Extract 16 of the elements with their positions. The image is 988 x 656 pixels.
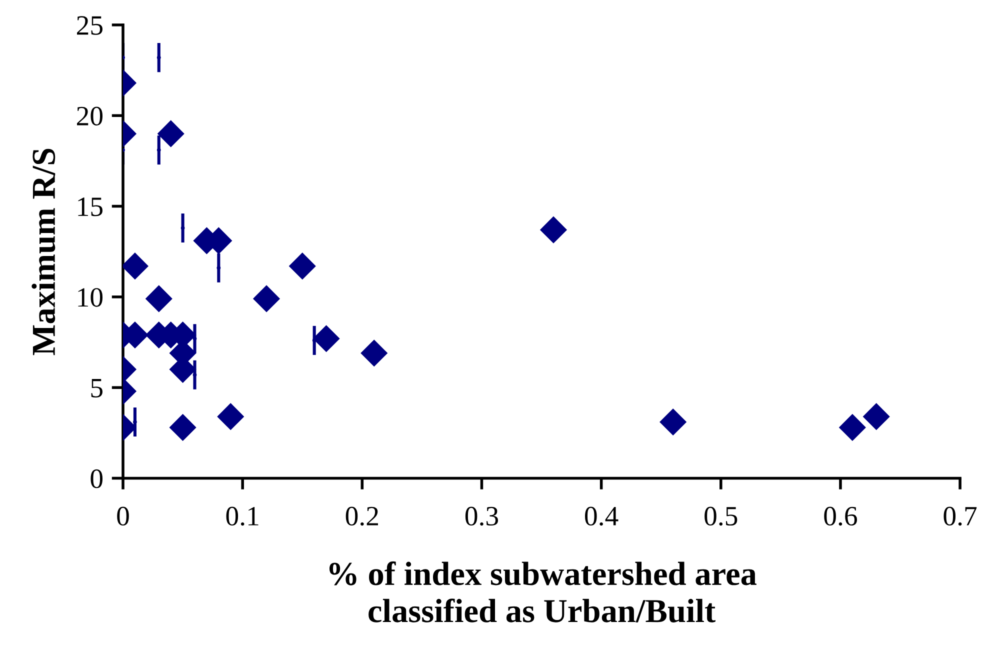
- x-tick-label: 0.3: [465, 506, 498, 526]
- y-tick-label: 20: [77, 106, 103, 126]
- x-tick-label: 0: [117, 506, 129, 526]
- y-tick-label: 5: [91, 379, 102, 398]
- y-tick-label: 25: [77, 16, 102, 35]
- y-tick-label: 10: [78, 288, 103, 307]
- y-tick-label: 15: [78, 198, 102, 216]
- x-tick-label: 0.5: [704, 506, 738, 526]
- x-tick-label: 0.4: [585, 506, 618, 526]
- x-tick-label: 0.7: [944, 506, 977, 526]
- x-tick-label: 0.1: [226, 506, 258, 526]
- x-axis-title: % of index subwatershed area classified as Urban/Built: [329, 561, 756, 622]
- x-tick-label: 0.2: [346, 506, 378, 526]
- x-tick-label: 0.6: [824, 506, 857, 526]
- y-axis-title: Maximum R/S: [32, 148, 56, 356]
- y-tick-label: 0: [90, 469, 103, 488]
